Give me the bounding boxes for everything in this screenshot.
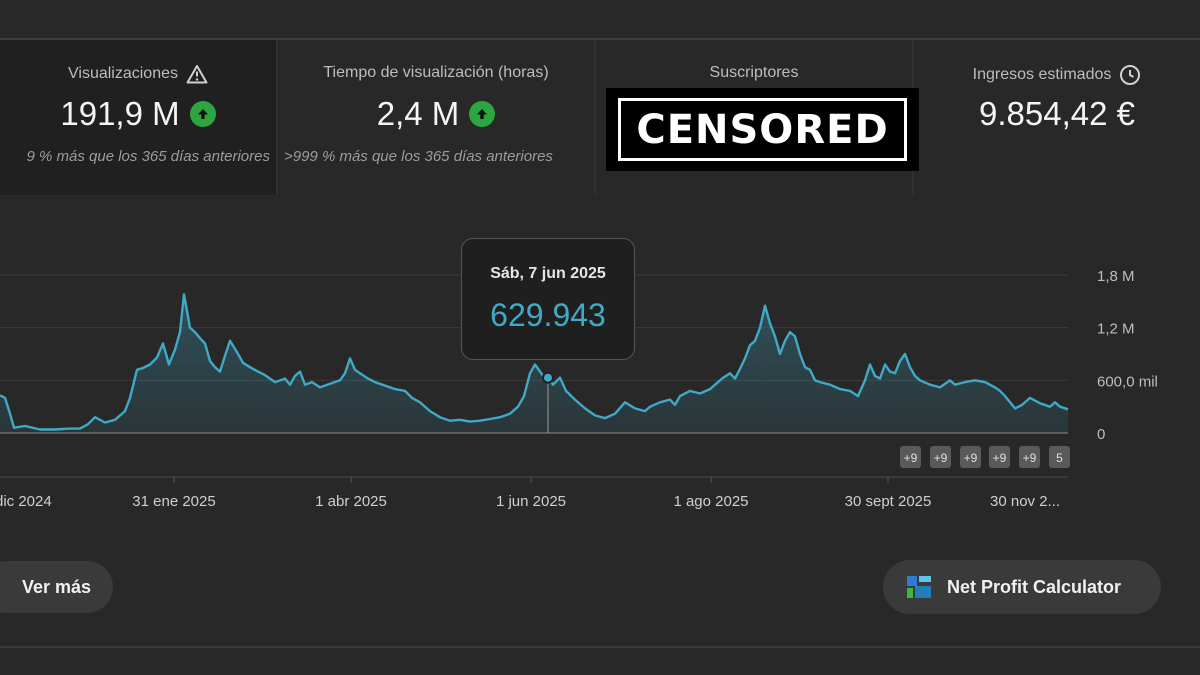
metric-value: 191,9 M — [60, 95, 180, 132]
annotation-badge — [1049, 446, 1070, 468]
annotation-badge — [900, 446, 921, 468]
y-tick-label: 600,0 mil — [1097, 373, 1158, 390]
metric-comparison: >999 % más que los 365 días anteriores — [284, 148, 553, 165]
metric-value: 9.854,42 € — [979, 95, 1135, 132]
metric-card-subscribers[interactable]: Suscriptores — [596, 40, 912, 195]
annotation-badge — [960, 446, 981, 468]
highlight-point — [542, 371, 554, 384]
series-area — [0, 294, 1068, 433]
x-tick-label: 31 ene 2025 — [132, 493, 215, 510]
clock-icon — [1120, 65, 1141, 85]
net-profit-label: Net Profit Calculator — [947, 576, 1122, 597]
censored-label: CENSORED — [618, 98, 907, 161]
tooltip-value: 629.943 — [490, 297, 606, 333]
trend-up-icon — [469, 101, 496, 127]
annotation-badge-label: 5 — [1056, 451, 1063, 465]
warning-icon — [186, 65, 208, 84]
card-divider — [276, 40, 278, 195]
annotation-badge — [930, 446, 951, 468]
tooltip-date: Sáb, 7 jun 2025 — [490, 265, 606, 282]
metric-card-watch-time[interactable]: Tiempo de visualización (horas) 2,4 M >9… — [278, 40, 594, 195]
annotation-badge-label: +9 — [934, 451, 948, 465]
annotation-badge-label: +9 — [964, 451, 978, 465]
card-divider — [594, 40, 596, 195]
y-tick-label: 1,8 M — [1097, 268, 1135, 285]
annotation-badge-label: +9 — [1023, 451, 1037, 465]
x-tick-label: 1 ago 2025 — [673, 493, 748, 510]
metric-comparison: 9 % más que los 365 días anteriores — [26, 148, 270, 165]
annotation-badge — [989, 446, 1010, 468]
trend-up-icon — [189, 101, 216, 127]
annotation-badge — [1019, 446, 1040, 468]
x-tick-label: 1 jun 2025 — [496, 493, 566, 510]
y-tick-label: 0 — [1097, 426, 1105, 443]
net-profit-calculator-button[interactable]: Net Profit Calculator — [883, 560, 1161, 614]
censored-overlay: CENSORED — [606, 88, 919, 171]
bottom-divider — [0, 646, 1200, 648]
x-tick-label: 30 nov 2... — [990, 493, 1060, 510]
x-tick-label: 1 abr 2025 — [315, 493, 387, 510]
calculator-logo-icon — [907, 576, 931, 598]
chart-tooltip: Sáb, 7 jun 2025 629.943 — [461, 238, 635, 360]
annotation-badge-label: +9 — [993, 451, 1007, 465]
metric-card-revenue[interactable]: Ingresos estimados 9.854,42 € — [914, 40, 1200, 195]
metric-label: Ingresos estimados — [972, 66, 1112, 83]
metric-label: Visualizaciones — [68, 65, 178, 82]
x-tick-label: 30 sept 2025 — [845, 493, 932, 510]
annotation-badge-label: +9 — [904, 451, 918, 465]
x-tick-label: dic 2024 — [0, 493, 52, 510]
y-tick-label: 1,2 M — [1097, 321, 1135, 338]
metric-card-views[interactable]: Visualizaciones 191,9 M 9 % más que los … — [0, 40, 276, 195]
top-divider — [0, 38, 1200, 40]
metric-value: 2,4 M — [376, 95, 460, 132]
metric-label: Tiempo de visualización (horas) — [323, 64, 549, 81]
see-more-button[interactable]: Ver más — [0, 561, 113, 613]
views-chart[interactable]: 1,8 M 1,2 M 600,0 mil 0 dic 2024 31 ene 2025 1… — [0, 195, 1200, 540]
metric-label: Suscriptores — [709, 64, 799, 81]
